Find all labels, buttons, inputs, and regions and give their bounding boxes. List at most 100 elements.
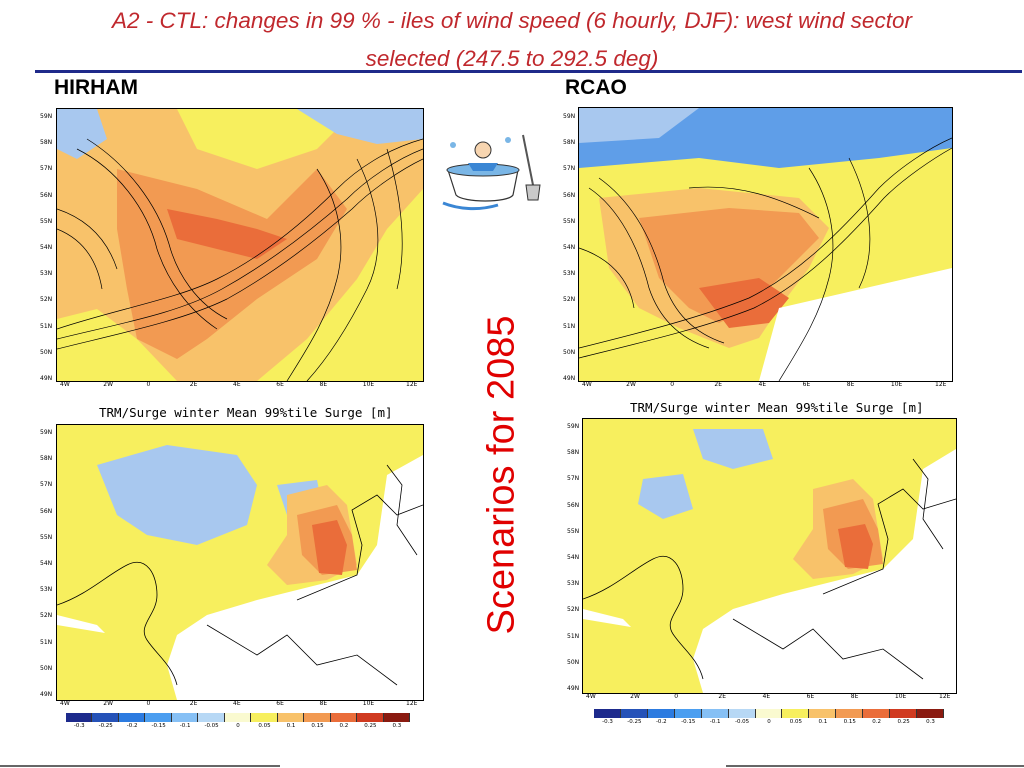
lat-label: 51N <box>40 322 53 330</box>
lat-label: 51N <box>567 632 580 640</box>
footer-line-left <box>0 765 280 767</box>
colorbar-label: 0.25 <box>897 719 910 725</box>
colorbar-swatch <box>357 713 384 722</box>
colorbar-label: -0.15 <box>151 723 166 729</box>
colorbar-swatch <box>383 713 411 722</box>
lon-label: 12E <box>406 700 418 707</box>
lat-label: 58N <box>40 139 53 147</box>
lon-label: 8E <box>319 700 328 707</box>
scenario-label: Scenarios for 2085 <box>462 285 542 665</box>
lon-label: 4E <box>233 700 241 707</box>
lat-label: 51N <box>563 322 576 330</box>
lon-label: 2W <box>103 700 113 707</box>
lat-label: 53N <box>40 586 53 594</box>
lon-label: 2W <box>103 381 113 388</box>
colorbar-swatch <box>809 709 837 718</box>
lat-label: 50N <box>563 348 576 356</box>
lon-label: 0 <box>670 381 675 388</box>
colorbar-swatch <box>674 709 702 718</box>
lon-label: 4E <box>762 693 771 700</box>
lon-label: 10E <box>362 381 375 388</box>
colorbar-label: 0.05 <box>258 723 271 729</box>
lat-label: 56N <box>40 191 53 199</box>
rcao-colorbar-labels: -0.3 -0.25 -0.2 -0.15 -0.1 -0.05 0 0.05 0.1 0.15 0… <box>594 719 944 725</box>
lon-label: 2E <box>714 381 722 388</box>
lon-label: 2E <box>189 381 198 388</box>
colorbar-swatch <box>701 709 729 718</box>
colorbar-swatch <box>836 709 864 718</box>
rcao-surge-title: TRM/Surge winter Mean 99%tile Surge [m] <box>630 400 924 415</box>
colorbar-swatch <box>118 713 146 722</box>
colorbar-label: -0.3 <box>73 723 85 729</box>
colorbar-label: 0.2 <box>339 723 349 729</box>
lat-label: 57N <box>563 165 576 173</box>
lat-label: 54N <box>567 554 580 561</box>
rcao-label: RCAO <box>565 76 627 99</box>
lon-label: 2E <box>189 700 198 707</box>
lat-label: 55N <box>40 533 53 541</box>
title-divider <box>35 70 1022 73</box>
bathtub-cartoon <box>438 125 558 215</box>
lon-label: 4W <box>60 381 70 388</box>
lon-label: 12E <box>406 381 418 388</box>
lat-label: 54N <box>40 244 53 251</box>
colorbar-label: -0.1 <box>179 723 191 729</box>
lon-label: 12E <box>935 381 947 388</box>
lat-label: 52N <box>563 296 576 304</box>
lat-label: 50N <box>567 658 580 666</box>
scenario-text: Scenarios for 2085 <box>480 315 523 635</box>
lon-label: 4W <box>60 700 70 707</box>
colorbar-label: -0.05 <box>734 719 750 725</box>
lat-label: 57N <box>567 475 580 483</box>
title-line-2: selected (247.5 to 292.5 deg) <box>365 46 659 71</box>
colorbar-label: -0.3 <box>602 719 613 725</box>
colorbar-swatch <box>782 709 810 718</box>
lat-label: 58N <box>567 449 580 457</box>
lat-label: 54N <box>563 244 576 251</box>
colorbar-label: 0.25 <box>364 723 377 729</box>
colorbar-swatch <box>755 709 783 718</box>
colorbar-label: 0.3 <box>392 723 402 729</box>
lon-label: 6E <box>802 381 811 388</box>
colorbar-label: 0.3 <box>926 719 935 725</box>
hirham-colorbar-labels: -0.3 -0.25 -0.2 -0.15 -0.1 -0.05 0 0.05 0.1 0.15 0… <box>66 723 410 729</box>
colorbar-swatch <box>66 713 93 722</box>
colorbar-label: 0 <box>236 723 240 729</box>
rcao-colorbar <box>594 709 944 718</box>
colorbar-label: -0.05 <box>204 723 219 729</box>
lat-label: 51N <box>40 638 53 646</box>
lon-label: 0 <box>674 693 679 700</box>
hirham-wind-map <box>56 108 424 382</box>
colorbar-swatch <box>145 713 172 722</box>
colorbar-swatch <box>917 709 944 718</box>
lat-label: 57N <box>40 165 53 173</box>
colorbar-swatch <box>863 709 891 718</box>
colorbar-swatch <box>171 713 199 722</box>
lat-label: 52N <box>40 612 53 620</box>
colorbar-swatch <box>251 713 278 722</box>
colorbar-label: 0.15 <box>843 719 856 725</box>
colorbar-label: 0.1 <box>818 719 828 725</box>
lon-label: 10E <box>890 381 903 388</box>
lat-label: 56N <box>40 507 53 515</box>
colorbar-swatch <box>224 713 252 722</box>
lat-label: 57N <box>40 481 53 489</box>
colorbar-label: 0.1 <box>286 723 296 729</box>
colorbar-swatch <box>594 709 621 718</box>
lon-label: 4E <box>758 381 767 388</box>
lon-label: 4W <box>586 693 596 700</box>
lon-label: 8E <box>846 381 855 388</box>
lat-label: 53N <box>40 270 53 278</box>
lon-label: 2W <box>630 693 640 700</box>
lon-label: 2W <box>626 381 636 388</box>
hirham-surge-map <box>56 424 424 701</box>
lon-label: 0 <box>146 381 151 388</box>
rcao-surge-map <box>582 418 957 694</box>
lon-label: 10E <box>362 700 375 707</box>
colorbar-label: 0.2 <box>872 719 882 725</box>
lat-label: 49N <box>567 685 580 692</box>
lat-label: 58N <box>40 455 53 463</box>
colorbar-label: -0.2 <box>126 723 138 729</box>
lat-label: 55N <box>567 527 580 535</box>
lat-label: 49N <box>563 375 576 382</box>
